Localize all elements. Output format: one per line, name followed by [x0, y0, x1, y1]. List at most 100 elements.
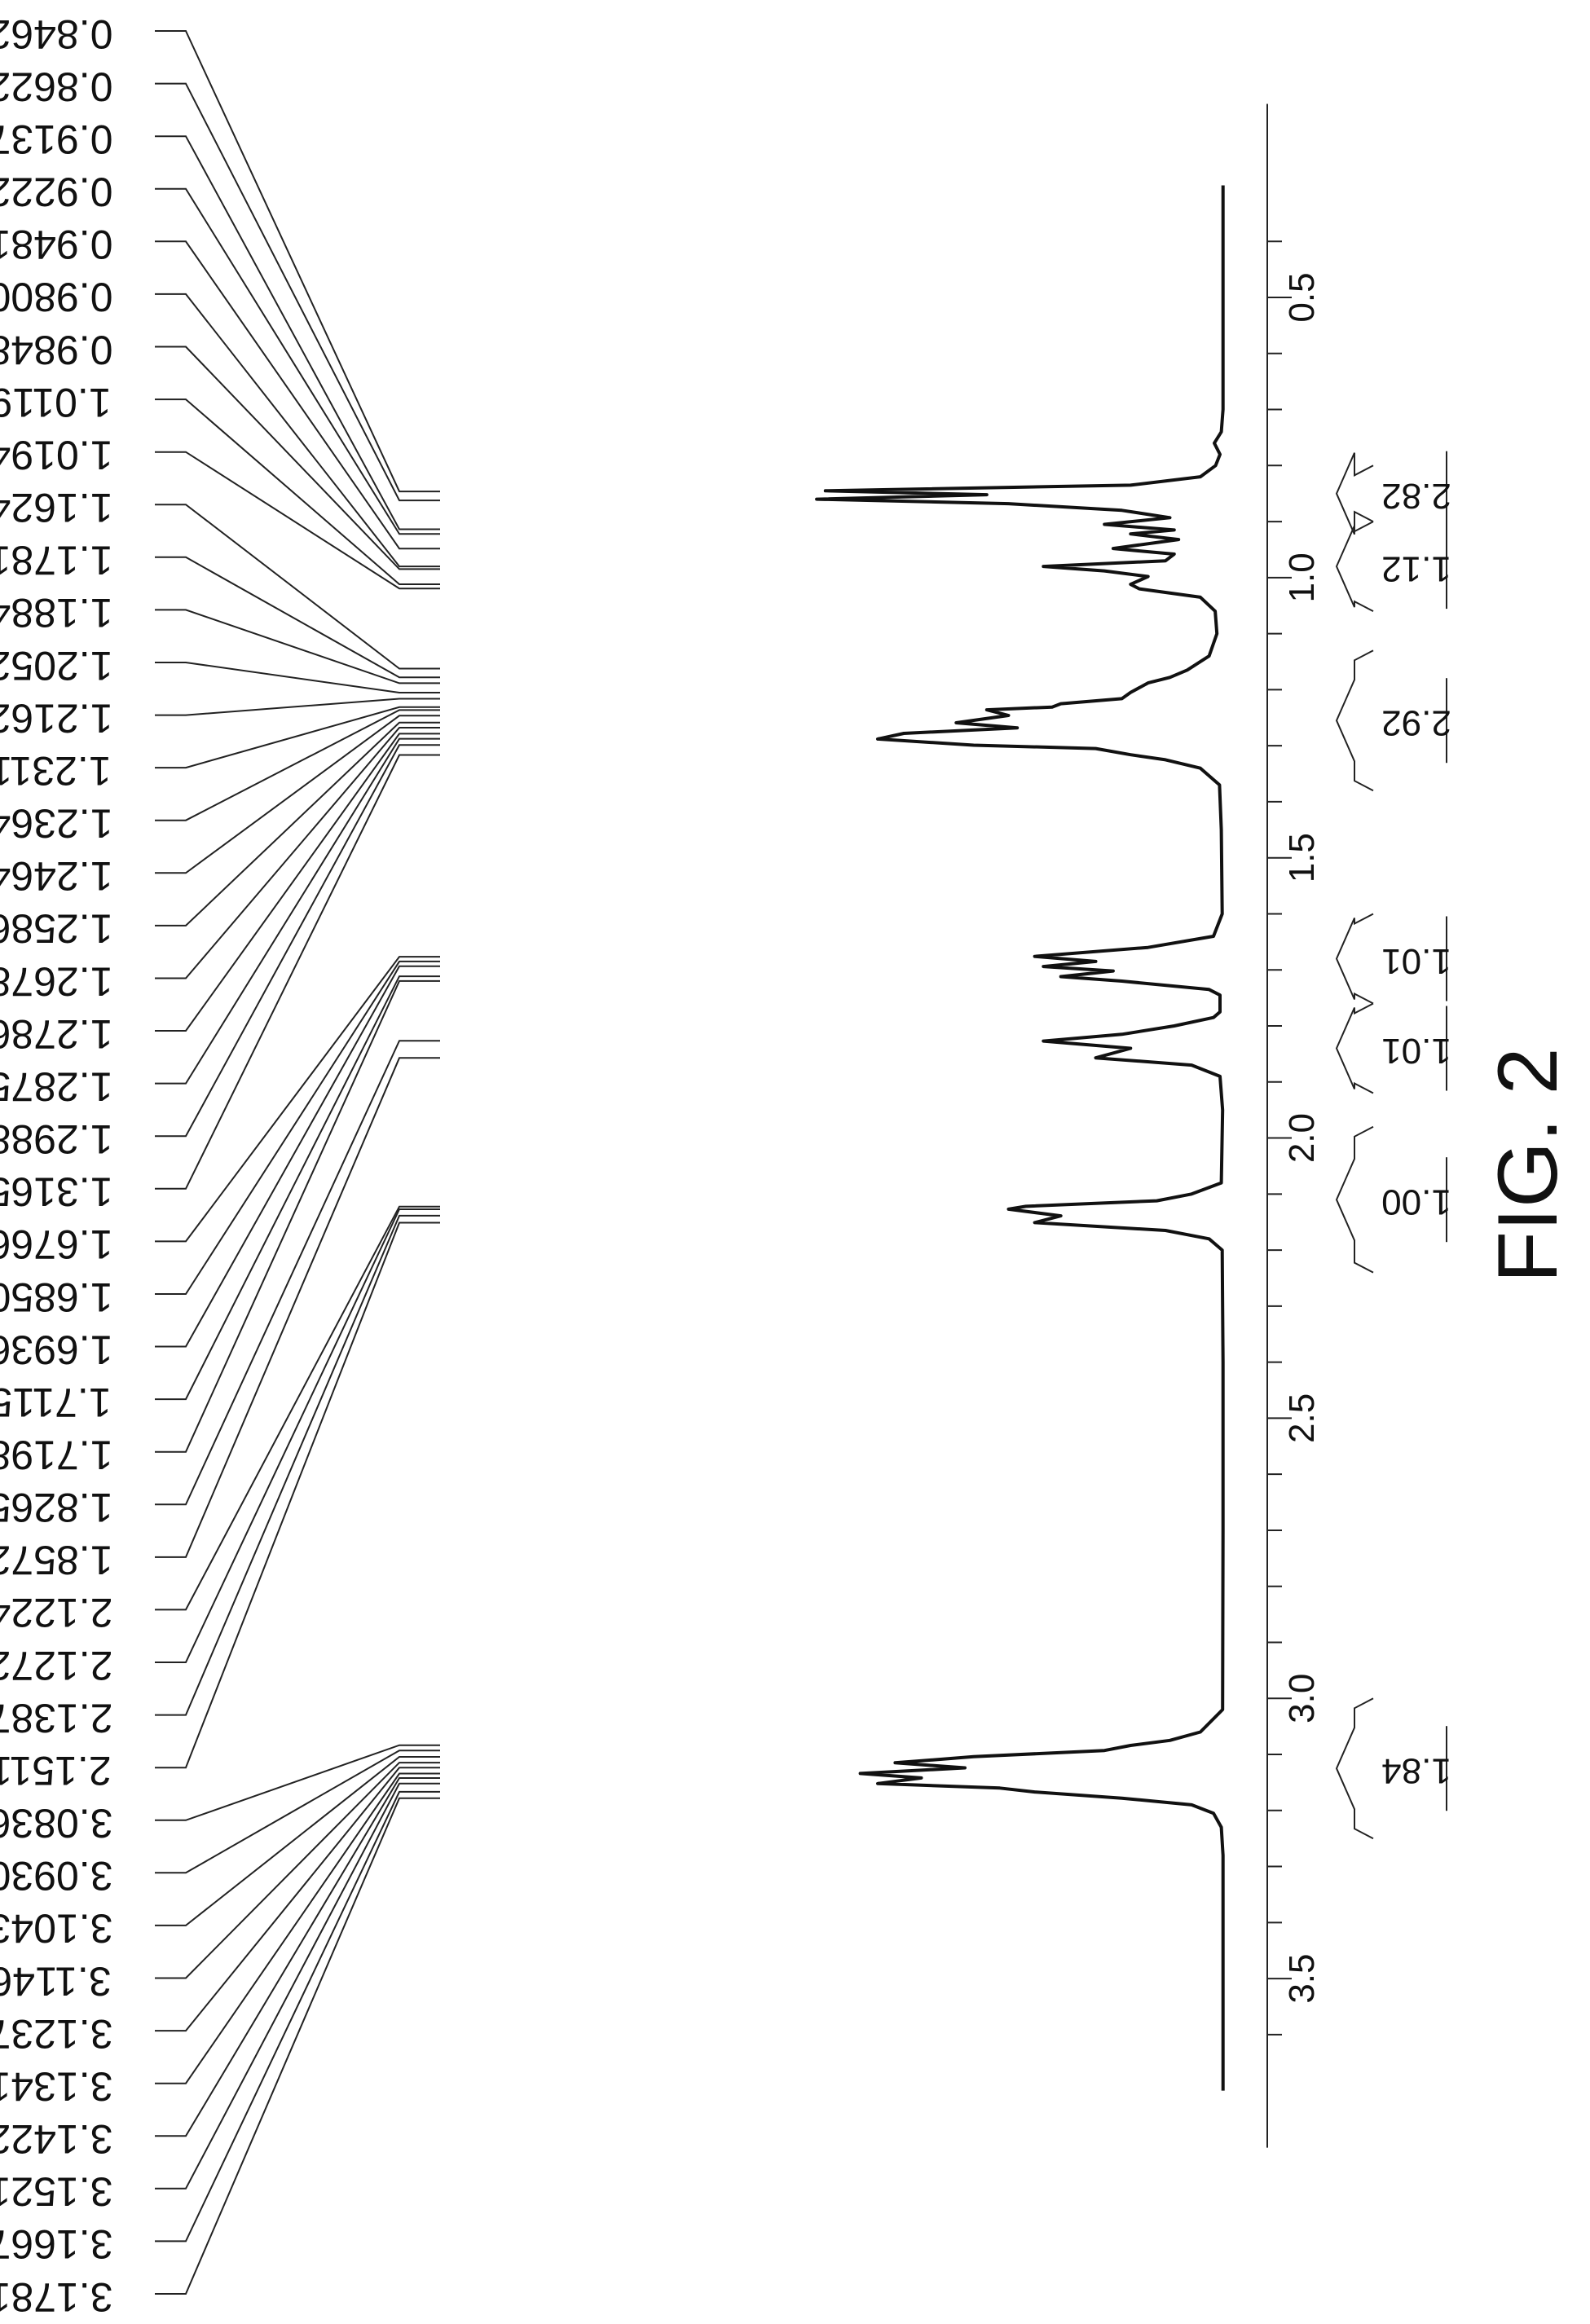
peak-label: 1.7115 [0, 1380, 112, 1425]
peak-connector [155, 727, 440, 979]
peak-label: 1.2464 [0, 853, 112, 899]
integration-bracket [1335, 452, 1374, 535]
peak-connector [155, 1797, 440, 2295]
peak-label: 3.1667 [0, 2221, 112, 2267]
peak-connector [155, 346, 440, 570]
peak-label: 1.6850 [0, 1274, 112, 1320]
peak-connector [155, 1214, 440, 1716]
peak-connector [155, 979, 440, 1453]
integration-bracket [1335, 1697, 1374, 1840]
peak-label: 3.0836 [0, 1801, 112, 1846]
peak-connector [155, 82, 440, 502]
integration-value: 2.92 [1381, 703, 1451, 743]
peak-connector [155, 706, 440, 769]
peak-label: 1.8265 [0, 1485, 112, 1530]
tick-label: 1.5 [1282, 833, 1322, 883]
integration-value: 1.01 [1381, 941, 1451, 981]
integration-bracket [1335, 1125, 1374, 1274]
peak-connector [155, 398, 440, 585]
peak-label: 3.1043 [0, 1906, 112, 1952]
peak-connector [155, 975, 440, 1401]
peak-connector [155, 1221, 440, 1769]
peak-label: 1.1781 [0, 538, 112, 583]
peak-label: 1.2988 [0, 1116, 112, 1162]
peak-label: 3.1237 [0, 2011, 112, 2057]
peak-connector [155, 451, 440, 590]
peak-connector [155, 1782, 440, 2190]
integration-bracket [1335, 913, 1374, 1005]
peak-label: 3.1521 [0, 2169, 112, 2215]
integration-group: 2.82 1.12 2.92 1.01 1.01 1.00 1.84 [1335, 451, 1451, 1840]
tick-label: 3.0 [1282, 1674, 1322, 1723]
peak-label: 1.0194 [0, 432, 112, 478]
peak-connector [155, 744, 440, 1138]
peak-label: 0.8622 [0, 64, 112, 109]
peak-connector [155, 965, 440, 1348]
tick-label: 2.0 [1282, 1113, 1322, 1163]
peak-connector [155, 609, 440, 684]
peak-label: 1.7198 [0, 1432, 112, 1477]
peak-connector [155, 240, 440, 550]
peak-connector [155, 135, 440, 530]
peak-connector [155, 1756, 440, 1926]
integration-bracket [1335, 649, 1374, 792]
x-axis: 0.5 1.0 1.5 2.0 2.5 3.0 3.5 [1266, 103, 1322, 2148]
peak-connector [155, 293, 440, 568]
peak-label: 3.1341 [0, 2063, 112, 2109]
peak-label: 0.8462 [0, 11, 112, 57]
tick-label: 2.5 [1282, 1393, 1322, 1443]
peak-connector [155, 662, 440, 693]
peak-label-group: 0.8462 0.8622 0.9137 0.9222 0.9481 0.9800 0.98… [0, 11, 112, 2320]
peak-connector [155, 1767, 440, 2032]
peak-connector [155, 956, 440, 1243]
peak-connector [155, 1762, 440, 1979]
tick-label: 1.0 [1282, 552, 1322, 602]
peak-label: 1.2586 [0, 906, 112, 952]
peak-connector [155, 30, 440, 493]
figure-caption: FIG. 2 [1481, 1048, 1575, 1283]
peak-connector [155, 709, 440, 821]
peak-label: 1.2311 [0, 748, 112, 794]
tick-label: 3.5 [1282, 1954, 1322, 2004]
peak-connector [155, 1750, 440, 1874]
peak-connector [155, 504, 440, 670]
peak-label: 1.2364 [0, 800, 112, 846]
peak-label: 1.1884 [0, 590, 112, 636]
peak-label: 3.0930 [0, 1853, 112, 1899]
peak-connector [155, 754, 440, 1190]
peak-label: 1.2786 [0, 1011, 112, 1057]
peak-label: 1.0119 [0, 380, 112, 425]
peak-label: 0.9222 [0, 169, 112, 214]
peak-connector [155, 1790, 440, 2243]
peak-connector [155, 1744, 440, 1821]
peak-label: 2.1272 [0, 1643, 112, 1688]
integration-value: 1.84 [1381, 1751, 1451, 1791]
peak-label: 1.6936 [0, 1327, 112, 1372]
tick-label: 0.5 [1282, 272, 1322, 322]
peak-connector [155, 1777, 440, 2137]
peak-connector-group [155, 30, 440, 2295]
peak-label: 1.2052 [0, 643, 112, 689]
peak-connector [155, 1205, 440, 1611]
peak-connector [155, 187, 440, 535]
peak-label: 2.1387 [0, 1695, 112, 1741]
integration-bracket [1335, 1002, 1374, 1094]
peak-label: 1.1624 [0, 485, 112, 530]
peak-label: 0.9137 [0, 117, 112, 162]
peak-connector [155, 733, 440, 1032]
peak-connector [155, 960, 440, 1295]
peak-label: 0.9481 [0, 222, 112, 267]
peak-label: 0.9800 [0, 275, 112, 320]
peak-connector [155, 737, 440, 1085]
peak-label: 3.1781 [0, 2274, 112, 2320]
peak-connector [155, 1208, 440, 1663]
peak-connector [155, 721, 440, 927]
peak-label: 0.9848 [0, 327, 112, 372]
integration-value: 1.01 [1381, 1031, 1451, 1071]
peak-connector [155, 1057, 440, 1558]
peak-label: 1.2875 [0, 1063, 112, 1109]
peak-label: 3.1422 [0, 2116, 112, 2162]
peak-label: 1.3165 [0, 1169, 112, 1215]
peak-label: 2.1224 [0, 1590, 112, 1635]
